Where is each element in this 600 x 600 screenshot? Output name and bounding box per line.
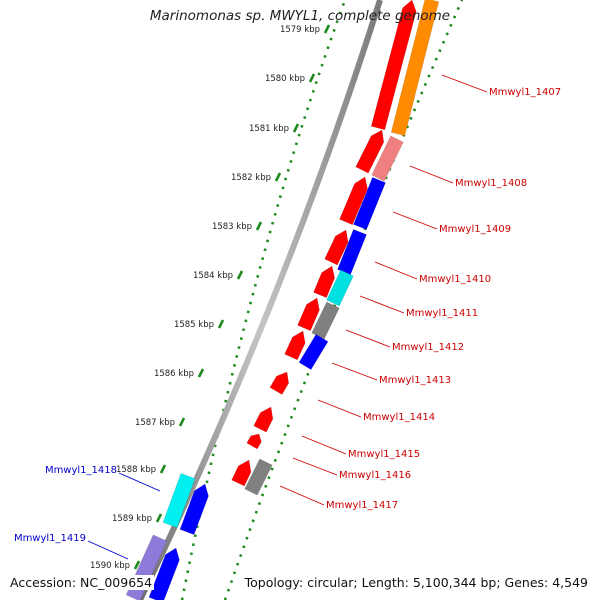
scale-label: 1579 kbp [280, 25, 320, 35]
leader-line [345, 329, 391, 348]
gene-1413a-feature [284, 330, 306, 361]
scale-tick [323, 24, 331, 34]
scale-label: 1587 kbp [135, 418, 175, 428]
scale-label: 1589 kbp [112, 514, 152, 524]
scale-label: 1580 kbp [265, 74, 305, 84]
gene-1408a-feature [355, 129, 385, 174]
gene-1412a-feature [297, 297, 320, 332]
scale-tick [274, 172, 282, 182]
scale-tick [133, 560, 141, 570]
gene-1418b-feature [179, 483, 209, 536]
leader-line [317, 399, 362, 418]
leader-line [374, 261, 418, 280]
scale-tick [217, 319, 225, 329]
scale-label: 1584 kbp [193, 271, 233, 281]
leader-line [292, 457, 338, 476]
leader-line [392, 211, 438, 230]
scale-label: 1588 kbp [116, 465, 156, 475]
accession-text: Accession: NC_009654 [8, 575, 155, 590]
gene-label: Mmwyl1_1409 [439, 224, 511, 235]
gene-label: Mmwyl1_1413 [379, 375, 451, 386]
scale-tick [308, 73, 316, 83]
gene-1418-feature [162, 473, 196, 528]
scale-label: 1583 kbp [212, 222, 252, 232]
gene-label: Mmwyl1_1418 [45, 465, 117, 476]
outer-tick-track [223, 0, 464, 600]
leader-line [359, 295, 405, 314]
gene-label: Mmwyl1_1414 [363, 412, 435, 423]
scale-tick [197, 368, 205, 378]
gene-1413-feature [298, 333, 329, 371]
leader-line [441, 74, 488, 93]
gene-1411a-feature [313, 265, 335, 299]
leader-line [409, 165, 454, 184]
gene-1416-feature [231, 459, 252, 487]
gene-1406-feature [370, 0, 417, 131]
leader-line [87, 540, 129, 560]
gene-label: Mmwyl1_1419 [14, 533, 86, 544]
gene-1419b-feature [148, 547, 180, 600]
leader-line [279, 485, 325, 506]
gene-label: Mmwyl1_1415 [348, 449, 420, 460]
gene-1410a-feature [324, 229, 349, 266]
scale-tick [178, 417, 186, 427]
gene-1415b-feature [246, 433, 262, 450]
gene-1411-feature [326, 269, 354, 307]
map-title: Marinomonas sp. MWYL1, complete genome [149, 8, 451, 24]
scale-tick [236, 270, 244, 280]
gene-1417-feature [244, 458, 273, 496]
gene-1415-feature [253, 406, 274, 433]
scale-label: 1585 kbp [174, 320, 214, 330]
scale-label: 1582 kbp [231, 173, 271, 183]
gene-label: Mmwyl1_1411 [406, 308, 478, 319]
leader-line [118, 472, 161, 492]
gene-label: Mmwyl1_1417 [326, 500, 398, 511]
leader-line [331, 362, 378, 381]
gene-1407-feature [390, 0, 440, 137]
scale-tick [155, 513, 163, 523]
scale-label: 1586 kbp [154, 369, 194, 379]
scale-tick [159, 464, 167, 474]
gene-1409a-feature [339, 176, 368, 226]
gene-label: Mmwyl1_1407 [489, 87, 561, 98]
scale-tick [255, 221, 263, 231]
topology-text: Topology: circular; Length: 5,100,344 bp… [242, 575, 590, 590]
gene-1414-feature [269, 371, 289, 395]
scale-label: 1581 kbp [249, 124, 289, 134]
gene-label: Mmwyl1_1410 [419, 274, 491, 285]
leader-line [301, 435, 347, 455]
gene-label: Mmwyl1_1408 [455, 178, 527, 189]
gene-1408-feature [371, 135, 404, 182]
gene-label: Mmwyl1_1416 [339, 470, 411, 481]
scale-label: 1590 kbp [90, 561, 130, 571]
scale-track [180, 0, 347, 600]
scale-tick [292, 123, 300, 133]
gene-label: Mmwyl1_1412 [392, 342, 464, 353]
gene-1409-feature [353, 176, 386, 231]
